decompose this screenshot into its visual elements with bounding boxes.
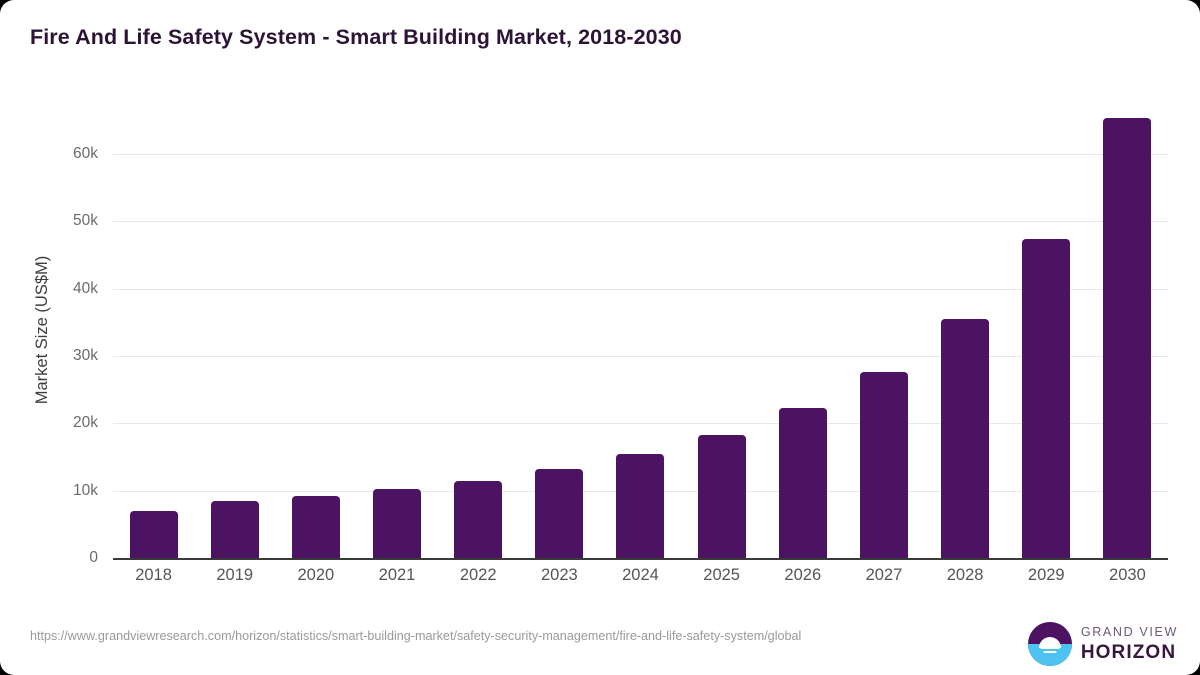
bar[interactable] — [535, 469, 584, 558]
bar-slot — [356, 100, 437, 558]
bar-series — [113, 100, 1168, 559]
logo-water-half — [1027, 644, 1072, 666]
gridline — [113, 221, 1168, 223]
plot-area — [113, 100, 1168, 560]
bar-slot — [1087, 100, 1168, 558]
y-tick-label: 40k — [73, 279, 98, 297]
bar[interactable] — [616, 454, 665, 558]
x-tick-label: 2029 — [1027, 566, 1065, 584]
x-tick-label: 2022 — [459, 566, 497, 584]
horizon-sun-icon — [1027, 622, 1072, 666]
bar-slot — [681, 100, 762, 558]
bar-slot — [275, 100, 356, 558]
logo-text: GRAND VIEW HORIZON — [1081, 626, 1178, 662]
bar-slot — [925, 100, 1006, 558]
bar[interactable] — [373, 488, 422, 558]
bar-slot — [1006, 100, 1087, 558]
bar[interactable] — [129, 510, 178, 558]
bar[interactable] — [1103, 118, 1152, 558]
page-title: Fire And Life Safety System - Smart Buil… — [30, 25, 682, 49]
bar[interactable] — [210, 501, 259, 558]
bar-slot — [113, 100, 194, 558]
gridline — [113, 153, 1168, 155]
source-url[interactable]: https://www.grandviewresearch.com/horizo… — [30, 629, 802, 643]
x-tick-label: 2024 — [622, 566, 659, 584]
x-tick-label: 2018 — [135, 566, 172, 584]
x-tick-label: 2026 — [784, 566, 822, 584]
bar-slot — [600, 100, 681, 558]
bar-slot — [438, 100, 519, 558]
y-tick-label: 10k — [73, 481, 98, 499]
bar[interactable] — [697, 435, 746, 558]
logo-line-1: GRAND VIEW — [1080, 625, 1178, 640]
bar[interactable] — [1022, 239, 1071, 558]
bar-slot — [519, 100, 600, 558]
grand-view-horizon-logo: GRAND VIEW HORIZON — [1027, 622, 1178, 666]
bar[interactable] — [454, 480, 503, 558]
bar-slot — [194, 100, 275, 558]
bar-slot — [762, 100, 843, 558]
x-tick-label: 2030 — [1109, 566, 1146, 584]
logo-sun-dome — [1038, 636, 1061, 648]
x-tick-label: 2019 — [216, 566, 254, 584]
y-tick-label: 20k — [73, 414, 98, 432]
y-axis-ticks: 0 10k 20k 30k 40k 50k 60k — [0, 100, 98, 566]
x-tick-label: 2025 — [703, 566, 740, 584]
bar[interactable] — [291, 496, 340, 558]
gridline — [113, 288, 1168, 290]
y-tick-label: 30k — [73, 346, 98, 364]
logo-ray-1 — [1040, 647, 1060, 650]
logo-ray-2 — [1043, 651, 1057, 654]
y-tick-label: 60k — [73, 144, 98, 162]
y-tick-label: 0 — [89, 549, 98, 566]
x-axis-line — [113, 558, 1168, 560]
gridline — [113, 355, 1168, 357]
x-tick-label: 2023 — [540, 566, 578, 584]
bar-slot — [843, 100, 924, 558]
x-tick-label: 2027 — [865, 566, 903, 584]
x-axis-ticks: 2018 2019 2020 2021 2022 2023 2024 2025 2026 2027… — [113, 566, 1168, 594]
bar[interactable] — [778, 408, 827, 558]
bar[interactable] — [941, 318, 990, 558]
bar[interactable] — [859, 372, 908, 558]
x-tick-label: 2028 — [946, 566, 984, 584]
gridline — [113, 423, 1168, 425]
x-tick-label: 2020 — [297, 566, 335, 584]
y-tick-label: 50k — [73, 212, 98, 230]
logo-line-2: HORIZON — [1080, 641, 1177, 663]
x-tick-label: 2021 — [378, 566, 416, 584]
